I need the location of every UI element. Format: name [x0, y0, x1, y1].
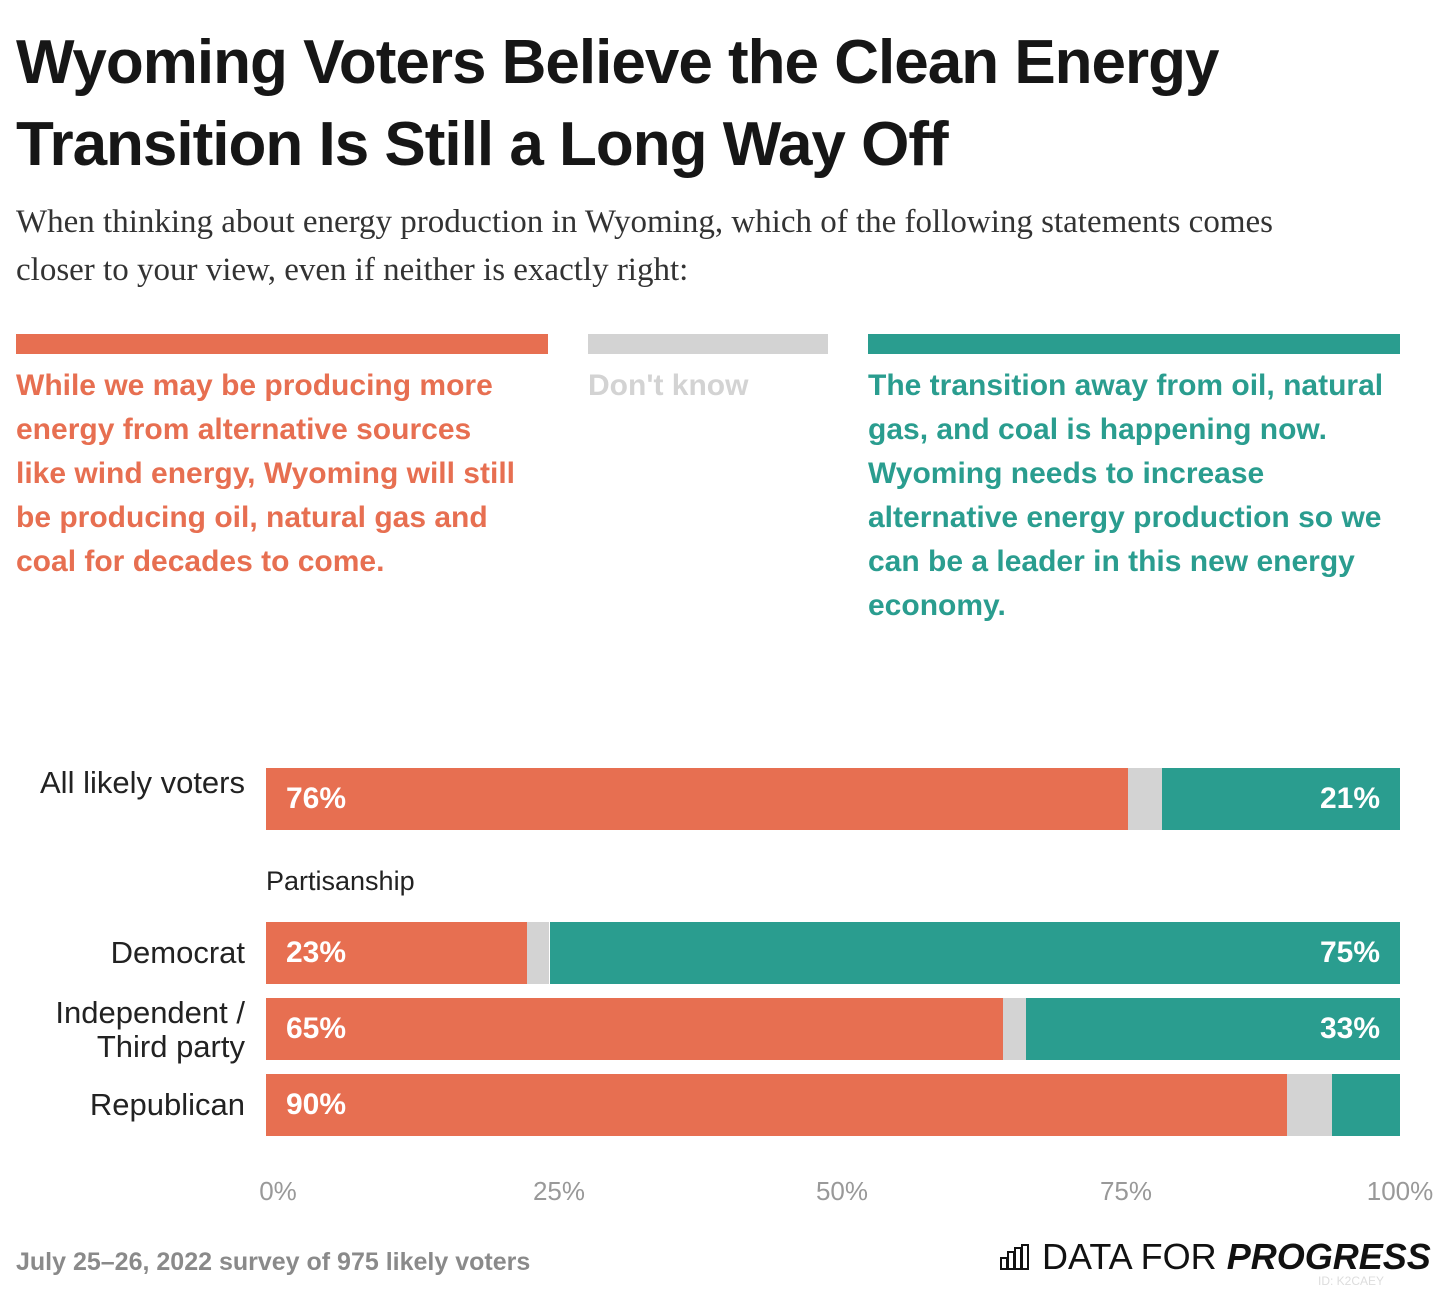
logo-text-light: DATA FOR: [1042, 1236, 1217, 1277]
x-tick: 0%: [259, 1176, 297, 1206]
bar-segment: [1003, 998, 1026, 1060]
data-label: 90%: [286, 1088, 347, 1121]
bar-segment: [266, 922, 527, 984]
row-label: All likely voters: [40, 765, 245, 800]
chart-id: ID: K2CAEY: [1318, 1274, 1385, 1288]
bar-segment: [1127, 768, 1162, 830]
legend-item-transition: The transition away from oil, natural ga…: [868, 334, 1400, 628]
legend-label: The transition away from oil, natural ga…: [868, 369, 1384, 622]
bar-segment: [266, 1074, 1287, 1136]
data-label: 21%: [1319, 782, 1380, 815]
data-label: 33%: [1319, 1012, 1380, 1045]
row-label: Democrat: [110, 935, 245, 970]
legend-item-dont-know: Don't know: [588, 334, 828, 628]
group-label: Partisanship: [266, 866, 415, 896]
legend-label: Don't know: [588, 369, 749, 402]
data-label: 75%: [1319, 936, 1380, 969]
data-label: 23%: [286, 936, 347, 969]
legend-swatch: [588, 334, 828, 354]
logo-text-bold: PROGRESS: [1226, 1236, 1431, 1277]
chart-header: Wyoming Voters Believe the Clean Energy …: [16, 22, 1416, 628]
source-note: July 25–26, 2022 survey of 975 likely vo…: [16, 1248, 531, 1276]
x-tick: 75%: [1099, 1176, 1153, 1206]
bar-segment: [549, 922, 1400, 984]
bar-chart-logo-icon: [1000, 1244, 1029, 1270]
row-label: Republican: [89, 1087, 245, 1122]
x-tick: 100%: [1366, 1176, 1434, 1206]
data-label: 76%: [286, 782, 347, 815]
legend: While we may be producing more energy fr…: [16, 334, 1416, 628]
chart-subtitle: When thinking about energy production in…: [16, 204, 1273, 288]
legend-swatch: [868, 334, 1400, 354]
bar-segment: [266, 768, 1128, 830]
bar-segment: [266, 998, 1004, 1060]
data-label: 65%: [286, 1012, 347, 1045]
bar-segment: [1025, 998, 1400, 1060]
legend-label: While we may be producing more energy fr…: [16, 369, 515, 578]
bar-segment: [1286, 1074, 1332, 1136]
x-tick: 50%: [815, 1176, 869, 1206]
row-label: Independent / Third party: [55, 995, 245, 1064]
bar-segment: [526, 922, 550, 984]
logo: DATA FOR PROGRESS: [1000, 1236, 1431, 1278]
bar-segment: [1161, 768, 1400, 830]
legend-item-fossil: While we may be producing more energy fr…: [16, 334, 548, 628]
chart-title: Wyoming Voters Believe the Clean Energy …: [16, 28, 1220, 179]
legend-swatch: [16, 334, 548, 354]
x-tick: 25%: [532, 1176, 586, 1206]
bar-segment: [1331, 1074, 1400, 1136]
